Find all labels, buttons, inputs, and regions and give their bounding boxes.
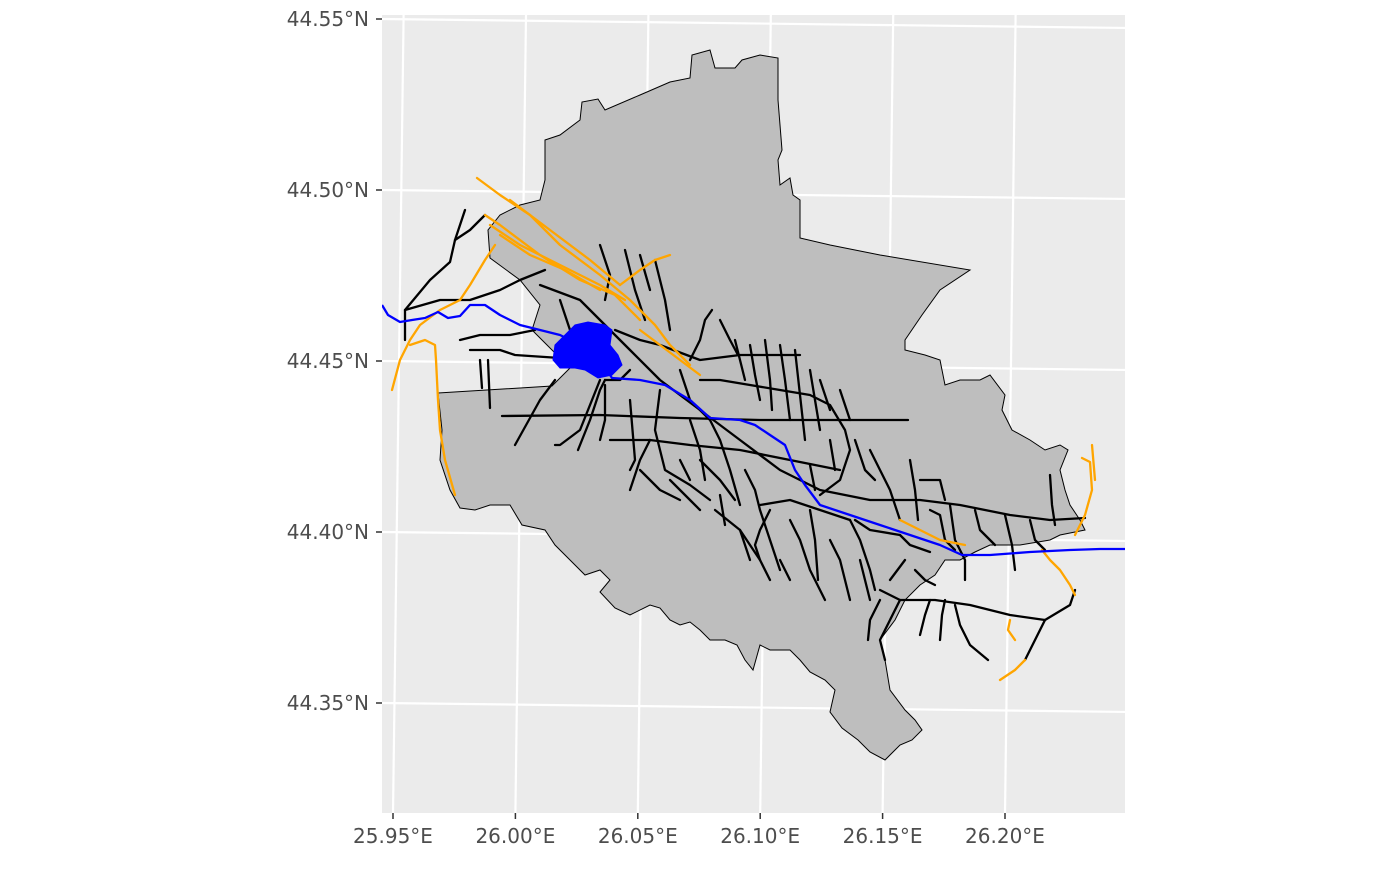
graticule-meridian bbox=[391, 15, 405, 813]
y-axis-tick-label: 44.50°N bbox=[287, 178, 369, 202]
lake-polygon bbox=[552, 321, 623, 379]
x-axis-tick-label: 26.15°E bbox=[843, 824, 923, 848]
y-axis: 44.35°N 44.40°N 44.45°N 44.50°N 44.55°N bbox=[287, 7, 382, 715]
railways-layer bbox=[390, 176, 1097, 682]
y-axis-tick-label: 44.45°N bbox=[287, 349, 369, 373]
river-line bbox=[382, 303, 1125, 557]
x-axis-tick-label: 26.10°E bbox=[720, 824, 800, 848]
y-axis-tick-label: 44.55°N bbox=[287, 7, 369, 31]
x-axis-tick-label: 25.95°E bbox=[353, 824, 433, 848]
graticule-parallel bbox=[382, 701, 1125, 714]
x-axis-tick-label: 26.20°E bbox=[965, 824, 1045, 848]
graticule-parallel bbox=[382, 17, 1125, 30]
y-axis-tick-label: 44.40°N bbox=[287, 520, 369, 544]
x-axis-tick-label: 26.05°E bbox=[598, 824, 678, 848]
city-boundary-polygon bbox=[437, 49, 1086, 761]
graticule-meridian bbox=[1003, 15, 1017, 813]
x-axis: 25.95°E 26.00°E 26.05°E 26.10°E 26.15°E 26.20… bbox=[353, 813, 1045, 848]
y-axis-tick-label: 44.35°N bbox=[287, 691, 369, 715]
x-axis-tick-label: 26.00°E bbox=[475, 824, 555, 848]
roads-layer bbox=[403, 208, 1087, 662]
